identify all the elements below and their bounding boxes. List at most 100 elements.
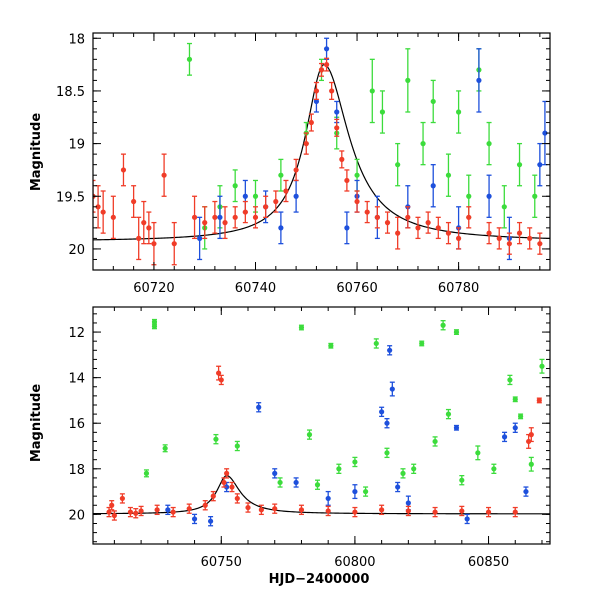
- data-point: [512, 396, 518, 403]
- data-point: [501, 185, 507, 229]
- data-point: [303, 132, 309, 155]
- data-point: [162, 444, 168, 453]
- x-tick-label: 60850: [468, 555, 509, 570]
- plot-area: [93, 318, 550, 527]
- data-series-1: [165, 345, 529, 527]
- data-point: [151, 221, 157, 266]
- data-point: [411, 463, 417, 475]
- data-point: [329, 81, 335, 101]
- data-point: [234, 493, 240, 504]
- data-point: [106, 506, 112, 518]
- data-point: [170, 506, 176, 518]
- data-point: [486, 121, 492, 166]
- data-point: [476, 48, 482, 113]
- data-point: [127, 506, 134, 518]
- data-point: [110, 195, 116, 240]
- data-point: [272, 503, 278, 514]
- data-point: [459, 474, 465, 486]
- data-point: [405, 206, 411, 229]
- bottom-x-axis-label: HJD−2400000: [269, 572, 370, 587]
- y-tick-label: 20: [68, 243, 85, 258]
- data-point: [425, 211, 431, 234]
- data-point: [453, 329, 460, 335]
- data-point: [491, 463, 497, 475]
- x-tick-label: 60740: [235, 281, 276, 296]
- data-point: [224, 468, 230, 479]
- data-point: [496, 227, 502, 250]
- data-point: [100, 190, 106, 234]
- data-point: [263, 195, 269, 218]
- data-point: [197, 216, 203, 261]
- data-point: [512, 506, 518, 518]
- data-point: [344, 169, 350, 192]
- data-point: [445, 221, 452, 245]
- data-point: [278, 158, 284, 192]
- data-point: [323, 37, 330, 60]
- data-point: [133, 508, 139, 519]
- data-series-0: [143, 318, 545, 497]
- y-tick-label: 14: [68, 372, 85, 387]
- data-point: [234, 440, 240, 452]
- data-point: [523, 486, 529, 497]
- data-point: [527, 227, 533, 250]
- data-point: [453, 424, 460, 431]
- data-point: [344, 211, 350, 245]
- data-point: [213, 433, 219, 445]
- data-point: [352, 506, 358, 518]
- x-tick-label: 60760: [336, 281, 377, 296]
- data-point: [373, 338, 379, 349]
- data-point: [298, 504, 305, 516]
- data-point: [143, 469, 150, 478]
- data-point: [256, 402, 262, 413]
- data-point: [507, 374, 513, 386]
- data-point: [435, 216, 441, 240]
- x-tick-label: 60720: [133, 281, 174, 296]
- data-point: [293, 477, 299, 488]
- data-point: [207, 516, 214, 527]
- model-curve: [93, 475, 550, 515]
- data-point: [232, 206, 238, 229]
- data-point: [109, 500, 115, 511]
- data-point: [537, 232, 543, 255]
- data-point: [400, 468, 406, 479]
- data-point: [537, 142, 543, 187]
- data-point: [539, 358, 545, 374]
- data-point: [186, 503, 192, 514]
- data-point: [283, 179, 289, 203]
- data-point: [218, 374, 224, 386]
- data-point: [306, 429, 313, 440]
- data-point: [232, 169, 238, 203]
- data-point: [456, 90, 462, 134]
- data-point: [212, 200, 218, 234]
- data-point: [161, 153, 167, 197]
- data-point: [384, 418, 390, 429]
- data-point: [242, 200, 248, 224]
- data-point: [456, 227, 462, 250]
- data-point: [528, 427, 534, 443]
- data-point: [486, 221, 492, 245]
- data-point: [119, 493, 125, 504]
- data-point: [464, 513, 470, 525]
- data-point: [405, 505, 411, 517]
- y-tick-label: 18: [68, 32, 85, 47]
- data-point: [138, 505, 144, 517]
- data-point: [141, 200, 147, 245]
- data-point: [516, 142, 523, 187]
- data-point: [325, 505, 331, 517]
- data-point: [293, 158, 299, 182]
- y-tick-label: 19.5: [56, 190, 85, 205]
- y-tick-label: 12: [68, 326, 85, 341]
- bottom-y-axis-label: Magnitude: [29, 384, 44, 463]
- data-point: [154, 504, 160, 516]
- data-point: [146, 211, 152, 245]
- data-point: [486, 174, 492, 218]
- data-point: [395, 142, 401, 187]
- data-point: [352, 484, 358, 500]
- data-point: [536, 397, 542, 404]
- top-y-axis-label: Magnitude: [29, 113, 44, 192]
- data-point: [272, 468, 278, 479]
- data-point: [258, 504, 264, 516]
- data-point: [245, 502, 251, 513]
- data-point: [440, 320, 446, 331]
- data-point: [136, 216, 142, 261]
